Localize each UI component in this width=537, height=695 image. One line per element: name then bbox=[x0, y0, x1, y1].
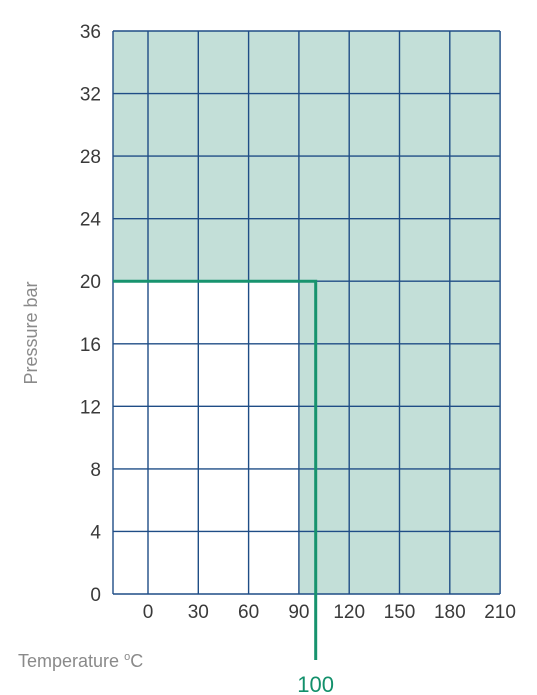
y-tick-label: 24 bbox=[80, 210, 102, 231]
y-tick-label: 12 bbox=[80, 397, 101, 418]
y-tick-label: 32 bbox=[80, 85, 101, 106]
x-axis-label: Temperature oC bbox=[18, 651, 143, 671]
x-tick-label: 150 bbox=[384, 602, 416, 623]
limit-curve bbox=[113, 279, 318, 660]
y-tick-labels: 0 4 8 12 16 20 24 28 32 36 bbox=[80, 22, 102, 606]
limit-marker-label: 100 bbox=[297, 672, 334, 695]
y-tick-label: 20 bbox=[80, 272, 101, 293]
limit-curve-line bbox=[113, 279, 318, 660]
y-tick-label: 8 bbox=[90, 460, 101, 481]
shaded-region bbox=[113, 31, 500, 594]
x-tick-label: 210 bbox=[484, 602, 516, 623]
y-axis-label: Pressure bar bbox=[21, 281, 41, 384]
x-tick-label: 30 bbox=[188, 602, 209, 623]
degree-superscript: o bbox=[124, 651, 130, 663]
y-tick-label: 4 bbox=[90, 522, 101, 543]
y-tick-label: 16 bbox=[80, 335, 101, 356]
y-tick-label: 36 bbox=[80, 22, 101, 43]
x-tick-label: 180 bbox=[434, 602, 466, 623]
x-tick-label: 90 bbox=[288, 602, 309, 623]
x-tick-labels: 0 30 60 90 120 150 180 210 bbox=[143, 602, 516, 623]
safe-region bbox=[113, 281, 299, 594]
x-tick-label: 120 bbox=[333, 602, 365, 623]
x-tick-label: 0 bbox=[143, 602, 154, 623]
y-tick-label: 0 bbox=[90, 585, 101, 606]
x-tick-label: 60 bbox=[238, 602, 259, 623]
y-tick-label: 28 bbox=[80, 147, 101, 168]
